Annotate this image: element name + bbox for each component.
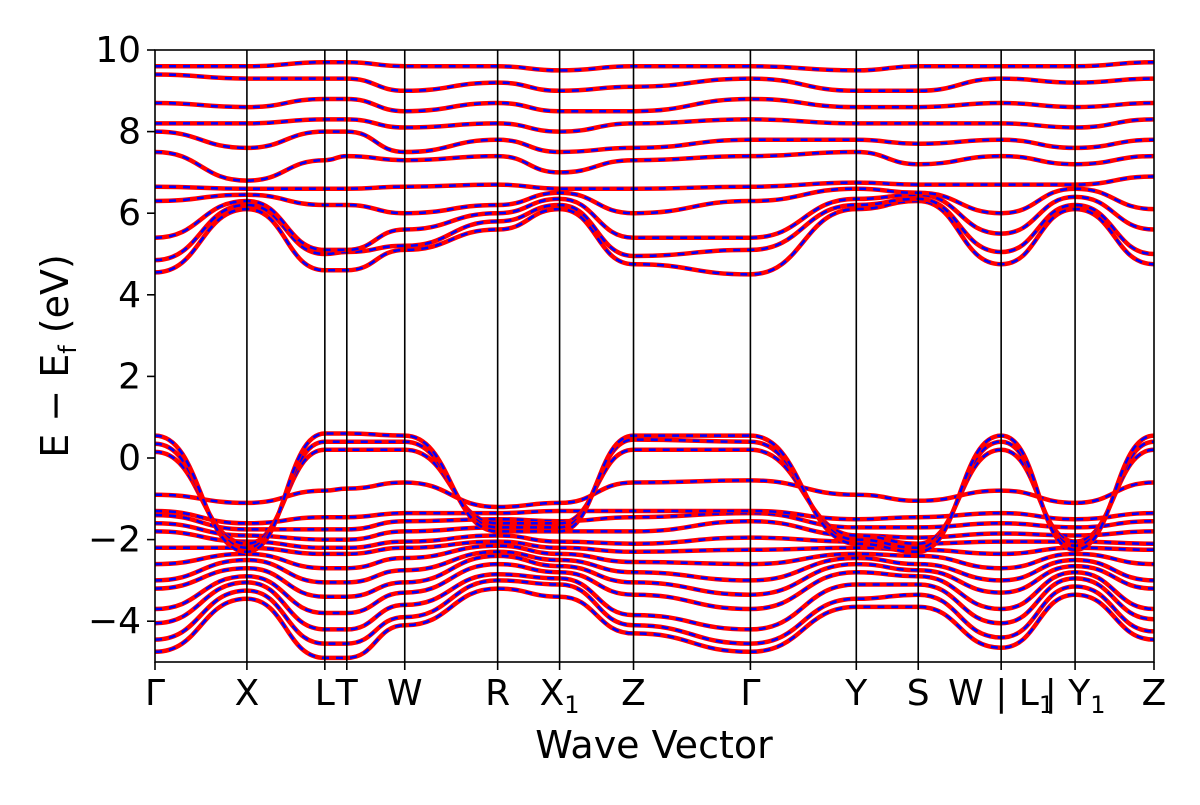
band-20-solid	[155, 186, 1154, 216]
y-tick-label: 6	[118, 193, 141, 234]
kpoint-label: T	[335, 673, 359, 714]
y-tick-label: −2	[88, 520, 141, 561]
kpoint-label: Z	[621, 673, 646, 714]
band-26	[155, 72, 1154, 94]
kpoint-label: S	[907, 673, 930, 714]
band-20-dashed	[155, 187, 1154, 215]
band-23	[155, 129, 1154, 155]
band-21-dashed	[155, 175, 1154, 190]
band-11	[155, 510, 1154, 532]
y-tick-label: 0	[118, 438, 141, 479]
band-lines	[155, 59, 1154, 661]
kpoint-label: Y	[844, 673, 868, 714]
kpoint-label: Γ	[145, 673, 165, 714]
band-11-solid	[155, 510, 1154, 532]
y-axis-ticks: −4 −2 0 2 4 6 8 10	[88, 30, 155, 642]
y-tick-label: 8	[118, 112, 141, 153]
band-6-dashed	[155, 550, 1154, 584]
x-axis-title: Wave Vector	[535, 723, 773, 767]
band-14-dashed	[155, 448, 1154, 545]
kpoint-label: | Y1	[1045, 673, 1106, 719]
band-20	[155, 186, 1154, 216]
band-15-dashed	[155, 438, 1154, 550]
band-24-solid	[155, 117, 1154, 134]
band-22	[155, 149, 1154, 183]
y-axis-title: E − Ef (eV)	[33, 254, 82, 458]
band-15	[155, 437, 1154, 551]
band-22-solid	[155, 149, 1154, 183]
band-13-solid	[155, 478, 1154, 510]
band-25	[155, 96, 1154, 114]
y-tick-label: 4	[118, 275, 141, 316]
kpoint-label: Z	[1142, 673, 1167, 714]
band-14	[155, 447, 1154, 546]
band-18-dashed	[155, 197, 1154, 262]
band-27-solid	[155, 59, 1154, 73]
y-tick-label: −4	[88, 601, 141, 642]
band-26-dashed	[155, 73, 1154, 93]
band-18	[155, 196, 1154, 263]
x-axis-kpoint-labels: Γ X L T W R X1 Z Γ Y S W | L1| Y1 Z	[145, 662, 1166, 719]
kpoint-label: X	[235, 673, 260, 714]
kpoint-label: R	[485, 673, 510, 714]
high-symmetry-lines	[246, 50, 1076, 662]
band-22-dashed	[155, 150, 1154, 182]
band-21	[155, 174, 1154, 191]
band-25-dashed	[155, 97, 1154, 113]
band-27	[155, 59, 1154, 73]
band-25-solid	[155, 96, 1154, 114]
kpoint-label: L	[315, 673, 335, 714]
band-18-solid	[155, 196, 1154, 263]
band-24	[155, 117, 1154, 134]
band-21-solid	[155, 174, 1154, 191]
plot-frame	[154, 49, 1155, 663]
kpoint-label: W	[387, 673, 423, 714]
kpoint-label: Γ	[740, 673, 760, 714]
band-13	[155, 478, 1154, 510]
y-tick-label: 10	[95, 30, 141, 71]
kpoint-label: W | L1	[948, 673, 1054, 719]
y-tick-label: 2	[118, 356, 141, 397]
band-26-solid	[155, 72, 1154, 94]
kpoint-label: X1	[540, 673, 580, 719]
